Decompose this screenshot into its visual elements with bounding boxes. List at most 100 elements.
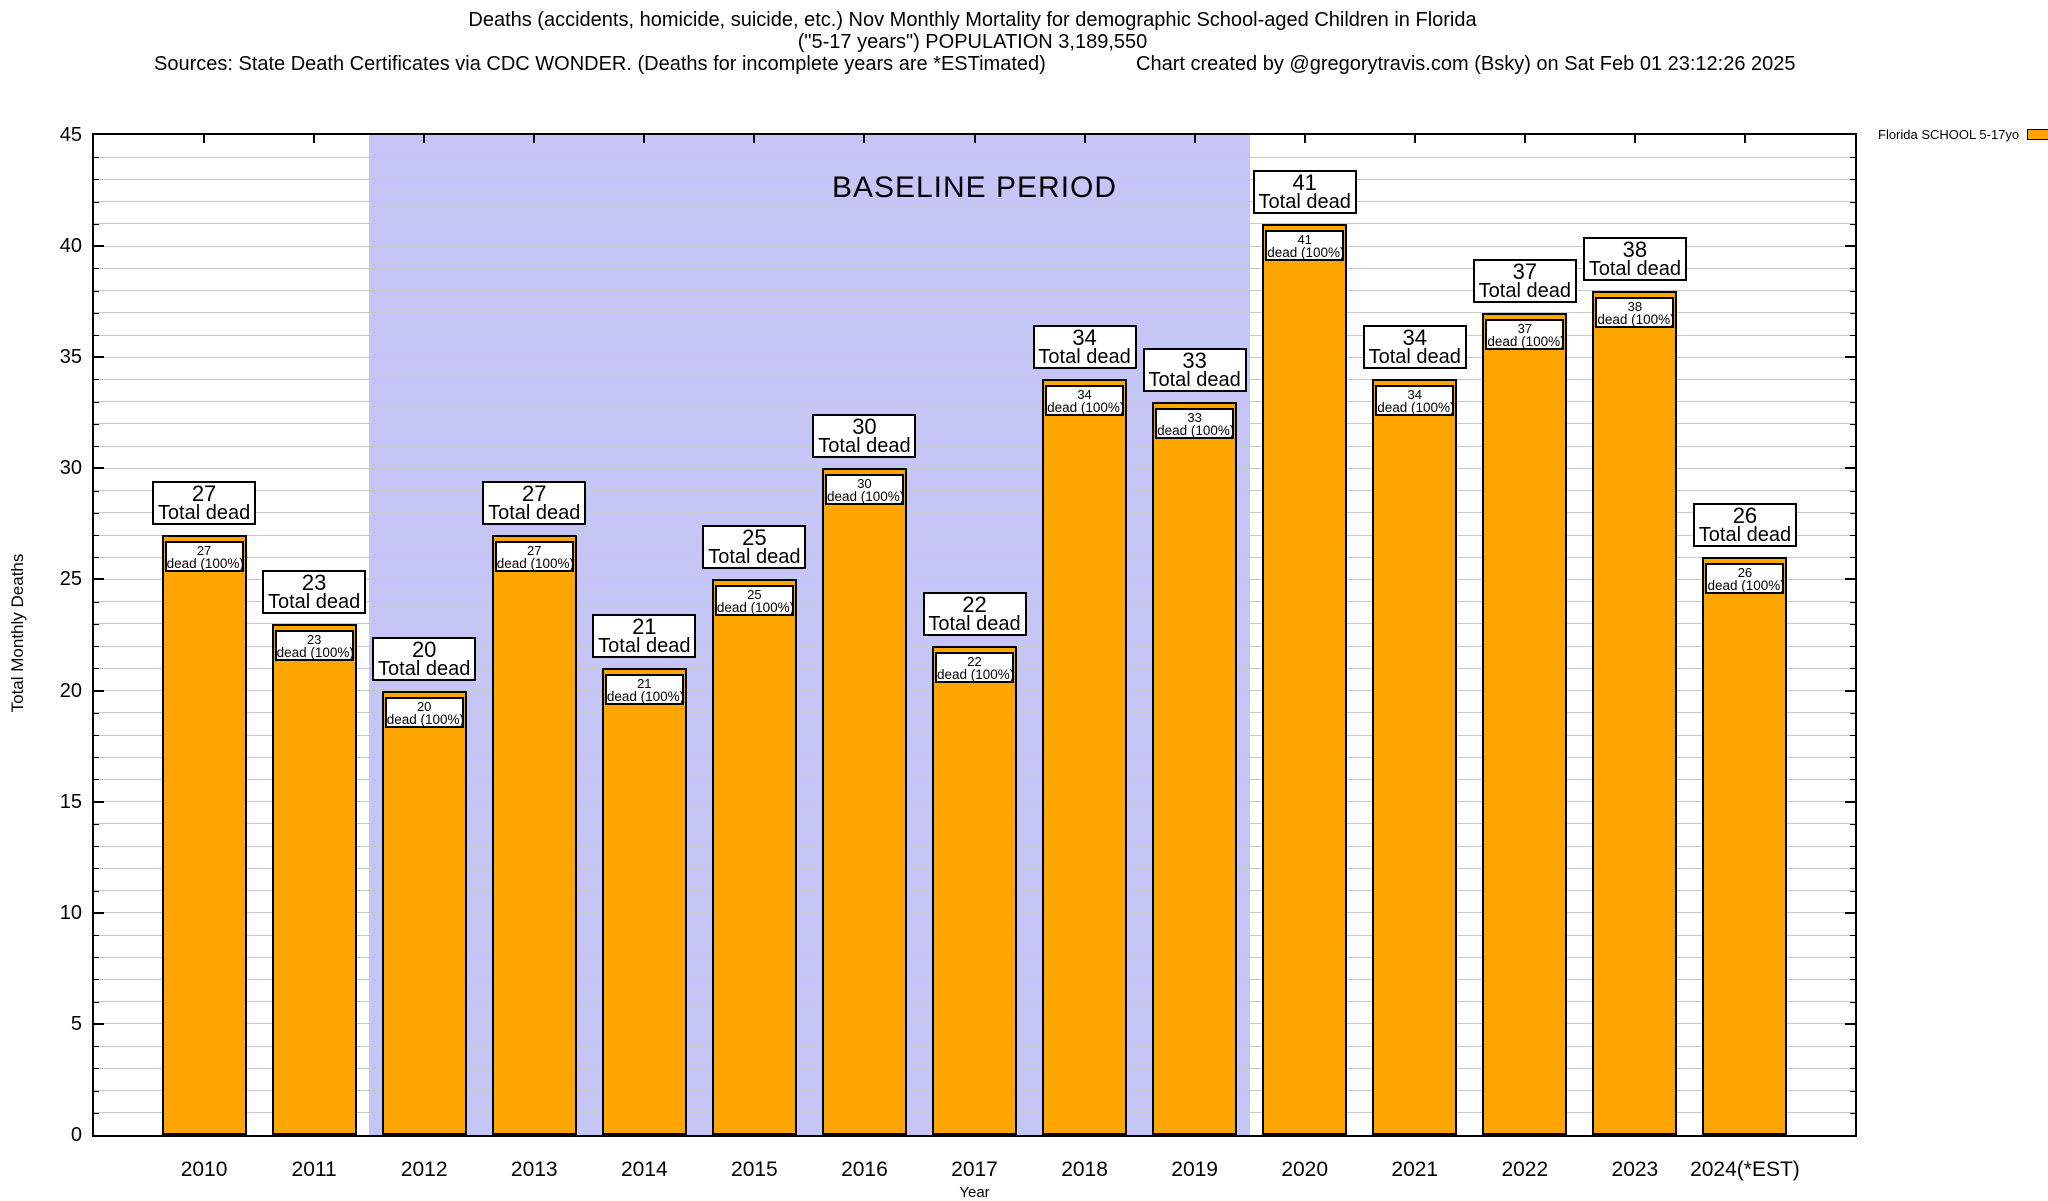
x-tick-label: 2010 bbox=[180, 1158, 228, 1181]
y-minor-tick bbox=[94, 223, 99, 225]
bar-total-value: 26 bbox=[1732, 503, 1758, 529]
y-minor-tick bbox=[94, 1001, 99, 1003]
y-minor-tick bbox=[1850, 757, 1855, 759]
y-minor-tick bbox=[1850, 312, 1855, 314]
y-minor-tick bbox=[1850, 1068, 1855, 1070]
y-minor-tick bbox=[94, 423, 99, 425]
gridline bbox=[94, 578, 1855, 580]
y-minor-tick bbox=[1850, 512, 1855, 514]
y-minor-tick bbox=[94, 935, 99, 936]
bar-total-label: 41 Total dead bbox=[1252, 169, 1357, 214]
y-minor-tick bbox=[94, 179, 99, 181]
y-major-tick bbox=[1845, 467, 1855, 470]
y-minor-tick bbox=[94, 401, 99, 403]
bar-total-label: 34 Total dead bbox=[1032, 325, 1137, 370]
y-minor-tick bbox=[94, 379, 99, 381]
y-tick-label: 35 bbox=[59, 346, 82, 369]
y-minor-tick bbox=[94, 312, 99, 314]
bar-inner-value: 21 bbox=[637, 676, 652, 692]
bar-2023: 38 dead (100%) bbox=[1592, 290, 1678, 1135]
bar-total-label: 33 Total dead bbox=[1142, 347, 1247, 392]
bar-inner-label: 37 dead (100%) bbox=[1485, 318, 1565, 350]
bar-total-value: 37 bbox=[1512, 258, 1538, 284]
x-top-tick bbox=[313, 135, 316, 143]
y-minor-tick bbox=[94, 157, 99, 159]
bar-inner-label: 41 dead (100%) bbox=[1265, 229, 1345, 261]
x-tick-label: 2018 bbox=[1061, 1158, 1108, 1181]
y-minor-tick bbox=[94, 557, 99, 559]
x-tick-label: 2011 bbox=[291, 1158, 337, 1181]
y-minor-tick bbox=[1850, 979, 1855, 981]
y-minor-tick bbox=[1850, 957, 1855, 959]
bar-total-caption: Total dead bbox=[598, 635, 691, 658]
bar-total-caption: Total dead bbox=[1368, 346, 1461, 369]
y-minor-tick bbox=[1850, 1046, 1855, 1048]
gridline bbox=[94, 201, 1855, 203]
y-minor-tick bbox=[1850, 490, 1855, 492]
bar-inner-caption: dead (100%) bbox=[1707, 578, 1785, 594]
bar-total-label: 20 Total dead bbox=[372, 636, 477, 681]
y-minor-tick bbox=[94, 268, 99, 270]
bar-inner-caption: dead (100%) bbox=[826, 489, 904, 505]
bar-inner-value: 25 bbox=[747, 587, 762, 603]
y-minor-tick bbox=[94, 668, 99, 670]
bar-inner-caption: dead (100%) bbox=[1597, 311, 1675, 327]
bar-inner-value: 38 bbox=[1627, 298, 1643, 314]
bar-2015: 25 dead (100%) bbox=[711, 579, 797, 1135]
bar-inner-label: 30 dead (100%) bbox=[824, 474, 904, 506]
bar-total-value: 41 bbox=[1292, 169, 1317, 195]
y-minor-tick bbox=[94, 623, 99, 625]
bar-inner-value: 34 bbox=[1077, 387, 1092, 403]
gridline bbox=[94, 156, 1855, 158]
bar-inner-value: 37 bbox=[1517, 320, 1533, 336]
bar-total-caption: Total dead bbox=[1258, 190, 1351, 213]
bar-2011: 23 dead (100%) bbox=[271, 623, 357, 1135]
bar-2021: 34 dead (100%) bbox=[1372, 379, 1458, 1135]
y-minor-tick bbox=[1850, 846, 1855, 848]
bar-2013: 27 dead (100%) bbox=[491, 535, 577, 1135]
bar-inner-value: 27 bbox=[196, 543, 212, 558]
gridline bbox=[94, 245, 1855, 247]
y-minor-tick bbox=[1850, 890, 1855, 892]
bar-inner-value: 33 bbox=[1187, 409, 1202, 425]
y-minor-tick bbox=[94, 646, 99, 648]
bar-inner-label: 34 dead (100%) bbox=[1375, 385, 1455, 417]
bar-2020: 41 dead (100%) bbox=[1262, 223, 1348, 1135]
gridline bbox=[94, 356, 1855, 358]
bar-2022: 37 dead (100%) bbox=[1482, 312, 1568, 1135]
bar-inner-value: 34 bbox=[1407, 387, 1422, 403]
bar-inner-value: 20 bbox=[416, 698, 432, 714]
y-tick-label: 15 bbox=[59, 790, 82, 813]
y-minor-tick bbox=[1850, 623, 1855, 625]
x-axis-title: Year bbox=[959, 1184, 990, 1201]
plot-area: Year BASELINE PERIOD 0 5 10 15 20 25 30 35 40 45 27… bbox=[60, 124, 1857, 1201]
bar-total-label: 22 Total dead bbox=[922, 592, 1027, 637]
sources-note: Sources: State Death Certificates via CD… bbox=[154, 53, 1046, 75]
bar-total-value: 22 bbox=[962, 592, 987, 618]
bar-inner-label: 25 dead (100%) bbox=[714, 585, 794, 617]
y-minor-tick bbox=[1850, 868, 1855, 870]
y-minor-tick bbox=[1850, 401, 1855, 403]
y-major-tick bbox=[1845, 578, 1855, 581]
bar-total-value: 27 bbox=[522, 481, 547, 506]
x-tick-label: 2021 bbox=[1391, 1158, 1439, 1181]
y-minor-tick bbox=[94, 335, 99, 336]
bar-inner-label: 34 dead (100%) bbox=[1045, 385, 1125, 417]
x-top-tick bbox=[863, 135, 866, 143]
bar-total-value: 30 bbox=[852, 414, 877, 440]
y-axis-title: Total Monthly Deaths bbox=[8, 553, 27, 713]
y-major-tick bbox=[1845, 356, 1855, 359]
gridline bbox=[94, 423, 1855, 425]
bar-inner-caption: dead (100%) bbox=[606, 689, 684, 705]
bar-total-label: 27 Total dead bbox=[152, 481, 257, 525]
bar-total-value: 21 bbox=[632, 614, 657, 640]
bar-total-caption: Total dead bbox=[488, 502, 581, 524]
legend-swatch-icon bbox=[2027, 129, 2048, 140]
legend-label: Florida SCHOOL 5-17yo bbox=[1878, 127, 2020, 142]
gridline bbox=[94, 290, 1855, 292]
bar-total-caption: Total dead bbox=[928, 613, 1021, 636]
x-top-tick bbox=[643, 135, 646, 143]
gridline bbox=[94, 445, 1855, 447]
x-tick-label: 2019 bbox=[1171, 1158, 1218, 1181]
bar-inner-label: 38 dead (100%) bbox=[1595, 296, 1675, 328]
